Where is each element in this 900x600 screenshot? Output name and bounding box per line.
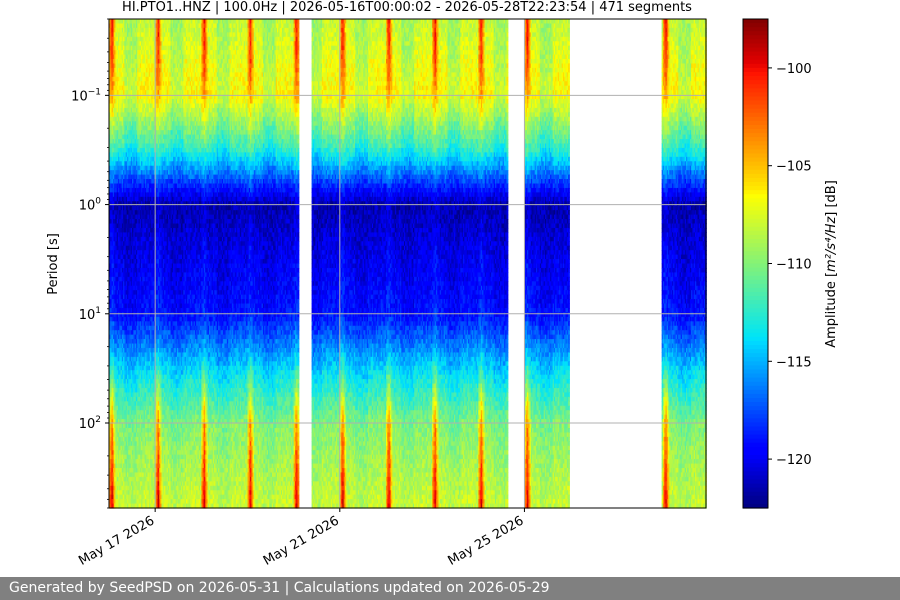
psd-heatmap [109,19,707,509]
chart-title: HI.PTO1..HNZ | 100.0Hz | 2026-05-16T00:0… [122,0,692,15]
